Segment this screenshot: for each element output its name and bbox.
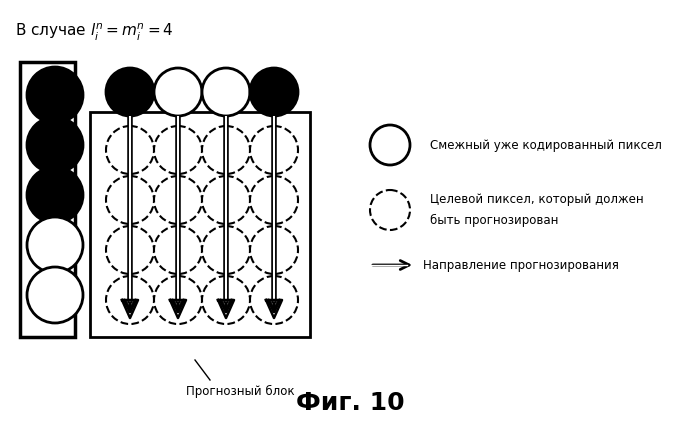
Circle shape xyxy=(27,67,83,123)
Circle shape xyxy=(154,226,202,274)
Circle shape xyxy=(202,226,250,274)
Circle shape xyxy=(106,68,154,116)
Text: Фиг. 10: Фиг. 10 xyxy=(296,391,404,415)
Circle shape xyxy=(106,176,154,224)
Circle shape xyxy=(154,176,202,224)
Bar xyxy=(90,112,310,337)
Text: Прогнозный блок: Прогнозный блок xyxy=(186,385,294,398)
Circle shape xyxy=(202,176,250,224)
Circle shape xyxy=(250,126,298,174)
Circle shape xyxy=(250,176,298,224)
Circle shape xyxy=(106,226,154,274)
Circle shape xyxy=(27,267,83,323)
Circle shape xyxy=(250,68,298,116)
Text: Направление прогнозирования: Направление прогнозирования xyxy=(423,259,619,271)
Circle shape xyxy=(27,117,83,173)
Bar xyxy=(20,62,75,337)
Circle shape xyxy=(106,126,154,174)
Circle shape xyxy=(106,276,154,324)
Circle shape xyxy=(370,125,410,165)
Circle shape xyxy=(27,217,83,273)
Circle shape xyxy=(250,226,298,274)
Circle shape xyxy=(154,276,202,324)
Circle shape xyxy=(27,167,83,223)
Circle shape xyxy=(202,126,250,174)
Circle shape xyxy=(154,68,202,116)
Text: Смежный уже кодированный пиксел: Смежный уже кодированный пиксел xyxy=(430,139,662,151)
Circle shape xyxy=(202,68,250,116)
Circle shape xyxy=(250,276,298,324)
Circle shape xyxy=(202,276,250,324)
Text: Целевой пиксел, который должен: Целевой пиксел, который должен xyxy=(430,193,644,206)
Circle shape xyxy=(370,190,410,230)
Text: быть прогнозирован: быть прогнозирован xyxy=(430,213,559,226)
Circle shape xyxy=(154,126,202,174)
Text: В случае $l_i^n = m_i^n = 4$: В случае $l_i^n = m_i^n = 4$ xyxy=(15,22,173,43)
